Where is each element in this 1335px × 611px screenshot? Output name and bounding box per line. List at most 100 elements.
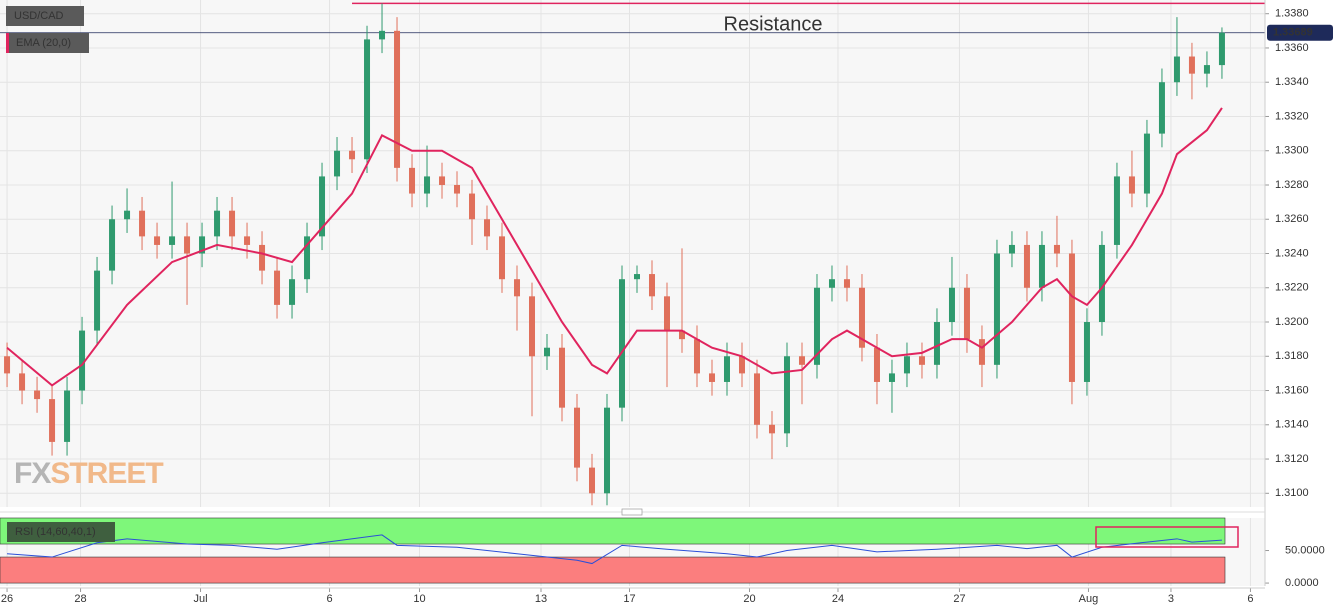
candle-body [948,287,955,323]
candle-body [559,347,566,408]
candle-body [439,176,446,185]
candle-body [154,236,161,245]
candle-body [334,150,341,177]
candle-body [169,236,176,245]
x-tick-label: 6 [1247,593,1253,605]
y-tick-label: 1.3240 [1275,247,1309,259]
candle-body [289,279,296,305]
candle-body [1158,82,1165,134]
candle-body [64,390,71,442]
ema-line [6,107,1223,387]
x-tick-label: 28 [74,593,86,605]
candle-body [124,210,131,220]
candle-body [529,296,536,357]
candle-body [94,270,101,331]
candle-body [858,287,865,348]
candle-body [933,322,940,365]
watermark-part: FX [14,457,51,490]
annotation-box [1095,526,1239,548]
candle-body [1203,65,1210,74]
y-tick-label: 1.3100 [1275,487,1309,499]
candle-body [199,236,206,254]
candle-body [828,279,835,288]
candle-body [514,279,521,297]
title-box [6,6,84,26]
candle-body [903,356,910,374]
candle-body [723,356,730,382]
candle-body [768,424,775,434]
y-tick-label: 1.3280 [1275,179,1309,191]
y-tick-label: 1.3180 [1275,350,1309,362]
y-tick-label: 1.3360 [1275,42,1309,54]
x-tick-label: Aug [1079,593,1099,605]
candle-body [544,347,551,357]
candle-body [184,236,191,254]
x-tick-label: 24 [832,593,844,605]
candle-body [589,467,596,494]
candle-body [79,330,86,391]
candle-body [1008,244,1015,254]
y-tick-label: 1.3160 [1275,384,1309,396]
candle-body [708,373,715,382]
x-tick-label: 3 [1168,593,1174,605]
candle-body [963,287,970,340]
y-tick-label: 1.3260 [1275,213,1309,225]
candle-body [319,176,326,237]
candle-body [229,210,236,237]
candle-body [633,274,640,280]
candle-body [1023,244,1030,288]
legend-box [6,33,89,53]
y-tick-label: 1.3220 [1275,282,1309,294]
y-tick-label: 1.3340 [1275,76,1309,88]
chart-title: USD/CAD [14,10,64,22]
candle-body [993,253,1000,365]
last-price-label: 1.33689 [1273,27,1313,39]
candle-body [244,236,251,245]
candle-body [4,356,11,374]
candle-body [693,339,700,374]
candle-body [304,236,311,280]
candle-body [888,373,895,382]
resistance-label: Resistance [724,13,823,35]
candle-body [259,244,266,271]
x-tick-label: 17 [623,593,635,605]
x-tick-label: 6 [326,593,332,605]
candle-body [604,407,611,494]
candle-body [663,296,670,331]
candle-body [648,274,655,297]
candle-body [424,176,431,194]
x-tick-label: 10 [413,593,425,605]
y-tick-label: 1.3120 [1275,453,1309,465]
candle-body [873,347,880,382]
resize-handle[interactable] [621,508,643,516]
candle-body [109,219,116,271]
legend-swatch [6,33,9,53]
watermark: FXSTREET [14,457,163,490]
candle-body [1218,32,1225,66]
rsi-zone [0,556,1226,584]
candle-body [214,210,221,237]
candle-body [409,167,416,194]
candle-body [499,236,506,280]
x-tick-label: 20 [743,593,755,605]
y-tick-label: 50.0000 [1285,544,1325,556]
y-tick-label: 1.3200 [1275,316,1309,328]
candle-body [1113,176,1120,245]
candle-body [34,390,41,400]
candle-body [364,39,371,160]
candle-body [274,270,281,305]
x-tick-label: Jul [194,593,208,605]
last-price-badge [1267,24,1333,41]
candle-body [1053,244,1060,254]
candle-body [469,193,476,220]
x-tick-label: 26 [1,593,13,605]
y-tick-label: 1.3140 [1275,419,1309,431]
candle-body [678,330,685,340]
candle-body [918,356,925,365]
candle-body [783,356,790,434]
candle-body [753,373,760,425]
candle-body [49,399,56,442]
candle-body [574,407,581,468]
candle-body [484,219,491,237]
rsi-zone [0,517,1226,545]
